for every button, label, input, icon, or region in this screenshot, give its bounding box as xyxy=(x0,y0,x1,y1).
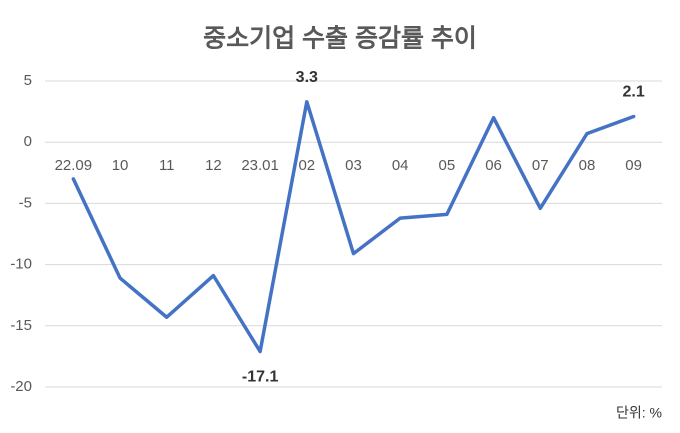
x-tick-label: 22.09 xyxy=(55,157,93,174)
x-tick-label: 09 xyxy=(625,157,642,174)
x-tick-label: 06 xyxy=(485,157,502,174)
x-tick-label: 23.01 xyxy=(241,157,279,174)
data-label: 3.3 xyxy=(296,69,318,86)
x-tick-label: 12 xyxy=(205,157,222,174)
data-label: 2.1 xyxy=(623,84,645,101)
y-tick-label: -20 xyxy=(10,378,32,395)
chart-title: 중소기업 수출 증감률 추이 xyxy=(203,25,477,53)
x-tick-label: 04 xyxy=(392,157,409,174)
unit-label: 단위: % xyxy=(616,405,662,421)
data-label: -17.1 xyxy=(242,369,279,386)
x-tick-label: 03 xyxy=(345,157,362,174)
x-tick-label: 11 xyxy=(159,157,175,174)
x-tick-label: 07 xyxy=(532,157,549,174)
x-tick-label: 05 xyxy=(439,157,456,174)
x-tick-label: 08 xyxy=(579,157,596,174)
y-tick-label: -10 xyxy=(10,256,32,273)
y-tick-label: -5 xyxy=(19,194,32,211)
data-line xyxy=(71,100,636,354)
y-tick-label: 5 xyxy=(24,72,32,89)
x-tick-label: 10 xyxy=(112,157,129,174)
x-tick-label: 02 xyxy=(298,157,315,174)
y-tick-label: -15 xyxy=(10,317,32,334)
y-tick-label: 0 xyxy=(24,133,32,150)
